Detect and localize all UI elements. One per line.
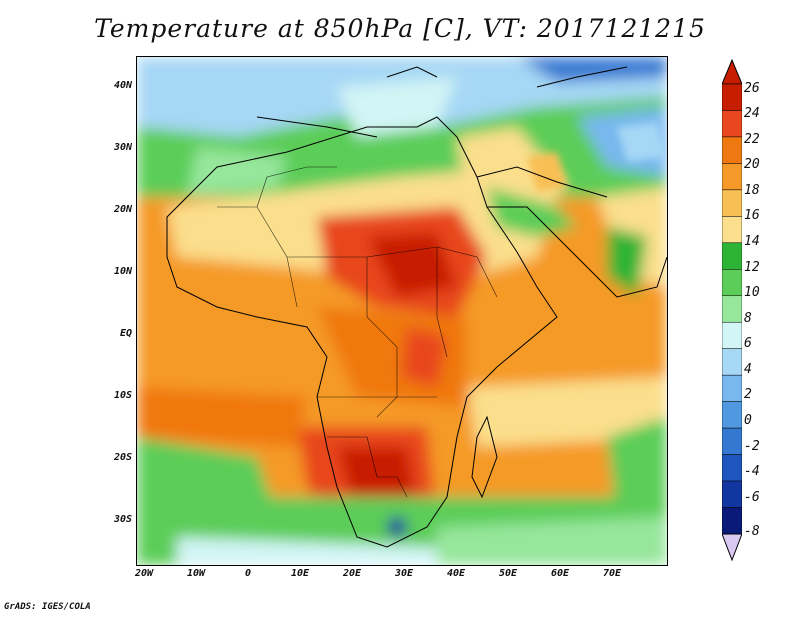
- colorbar-bottom-arrow: [722, 533, 742, 562]
- lon-label-40e: 40E: [446, 568, 466, 579]
- colorbar-label-minus2: -2: [744, 439, 760, 454]
- lon-label-70e: 70E: [602, 568, 622, 579]
- colorbar-step: [722, 136, 742, 164]
- lat-label-eq: EQ: [119, 328, 132, 339]
- colorbar-step: [722, 110, 742, 138]
- lon-label-30e: 30E: [394, 568, 414, 579]
- colorbar-step: [722, 83, 742, 111]
- colorbar-label-22: 22: [744, 132, 760, 147]
- colorbar-label-10: 10: [744, 285, 760, 300]
- lon-label-10w: 10W: [186, 568, 206, 579]
- colorbar-step: [722, 269, 742, 297]
- colorbar-label-4: 4: [744, 362, 752, 377]
- lat-label-30n: 30N: [113, 142, 132, 153]
- colorbar-top-arrow: [722, 58, 742, 85]
- temperature-field-map: [137, 57, 667, 565]
- colorbar-step: [722, 401, 742, 429]
- colorbar-label-minus8: -8: [744, 524, 760, 539]
- colorbar-steps: [722, 83, 742, 535]
- colorbar-step: [722, 242, 742, 270]
- colorbar-label-8: 8: [744, 311, 752, 326]
- lon-label-0: 0: [244, 568, 252, 579]
- colorbar-label-minus4: -4: [744, 464, 760, 479]
- lat-label-20n: 20N: [113, 204, 132, 215]
- colorbar-step: [722, 427, 742, 455]
- colorbar-step: [722, 348, 742, 376]
- colorbar-label-20: 20: [744, 157, 760, 172]
- colorbar-label-2: 2: [744, 387, 752, 402]
- colorbar-step: [722, 321, 742, 349]
- colorbar-label-14: 14: [744, 234, 760, 249]
- lat-label-30s: 30S: [113, 514, 132, 525]
- coastline-outline: [166, 66, 667, 548]
- lat-label-40n: 40N: [113, 80, 132, 91]
- lat-label-10n: 10N: [113, 266, 132, 277]
- lon-label-60e: 60E: [550, 568, 570, 579]
- colorbar-step: [722, 216, 742, 244]
- lat-label-10s: 10S: [113, 390, 132, 401]
- colorbar-label-18: 18: [744, 183, 760, 198]
- lat-label-20s: 20S: [113, 452, 132, 463]
- colorbar-label-24: 24: [744, 106, 760, 121]
- map-panel: [136, 56, 668, 566]
- colorbar-step: [722, 507, 742, 535]
- colorbar: [722, 58, 742, 562]
- colorbar-step: [722, 189, 742, 217]
- lon-label-10e: 10E: [290, 568, 310, 579]
- country-borders: [217, 166, 498, 498]
- colorbar-step: [722, 480, 742, 508]
- colorbar-label-minus6: -6: [744, 490, 760, 505]
- colorbar-step: [722, 295, 742, 323]
- colorbar-label-26: 26: [744, 81, 760, 96]
- colorbar-step: [722, 374, 742, 402]
- colorbar-label-12: 12: [744, 260, 760, 275]
- colorbar-step: [722, 163, 742, 191]
- colorbar-step: [722, 454, 742, 482]
- lon-label-20w: 20W: [134, 568, 154, 579]
- colorbar-label-0: 0: [744, 413, 752, 428]
- lon-label-20e: 20E: [342, 568, 362, 579]
- chart-title: Temperature at 850hPa [C], VT: 201712121…: [94, 14, 706, 43]
- footer-credit: GrADS: IGES/COLA: [4, 602, 91, 612]
- colorbar-label-16: 16: [744, 208, 760, 223]
- colorbar-label-6: 6: [744, 336, 752, 351]
- lon-label-50e: 50E: [498, 568, 518, 579]
